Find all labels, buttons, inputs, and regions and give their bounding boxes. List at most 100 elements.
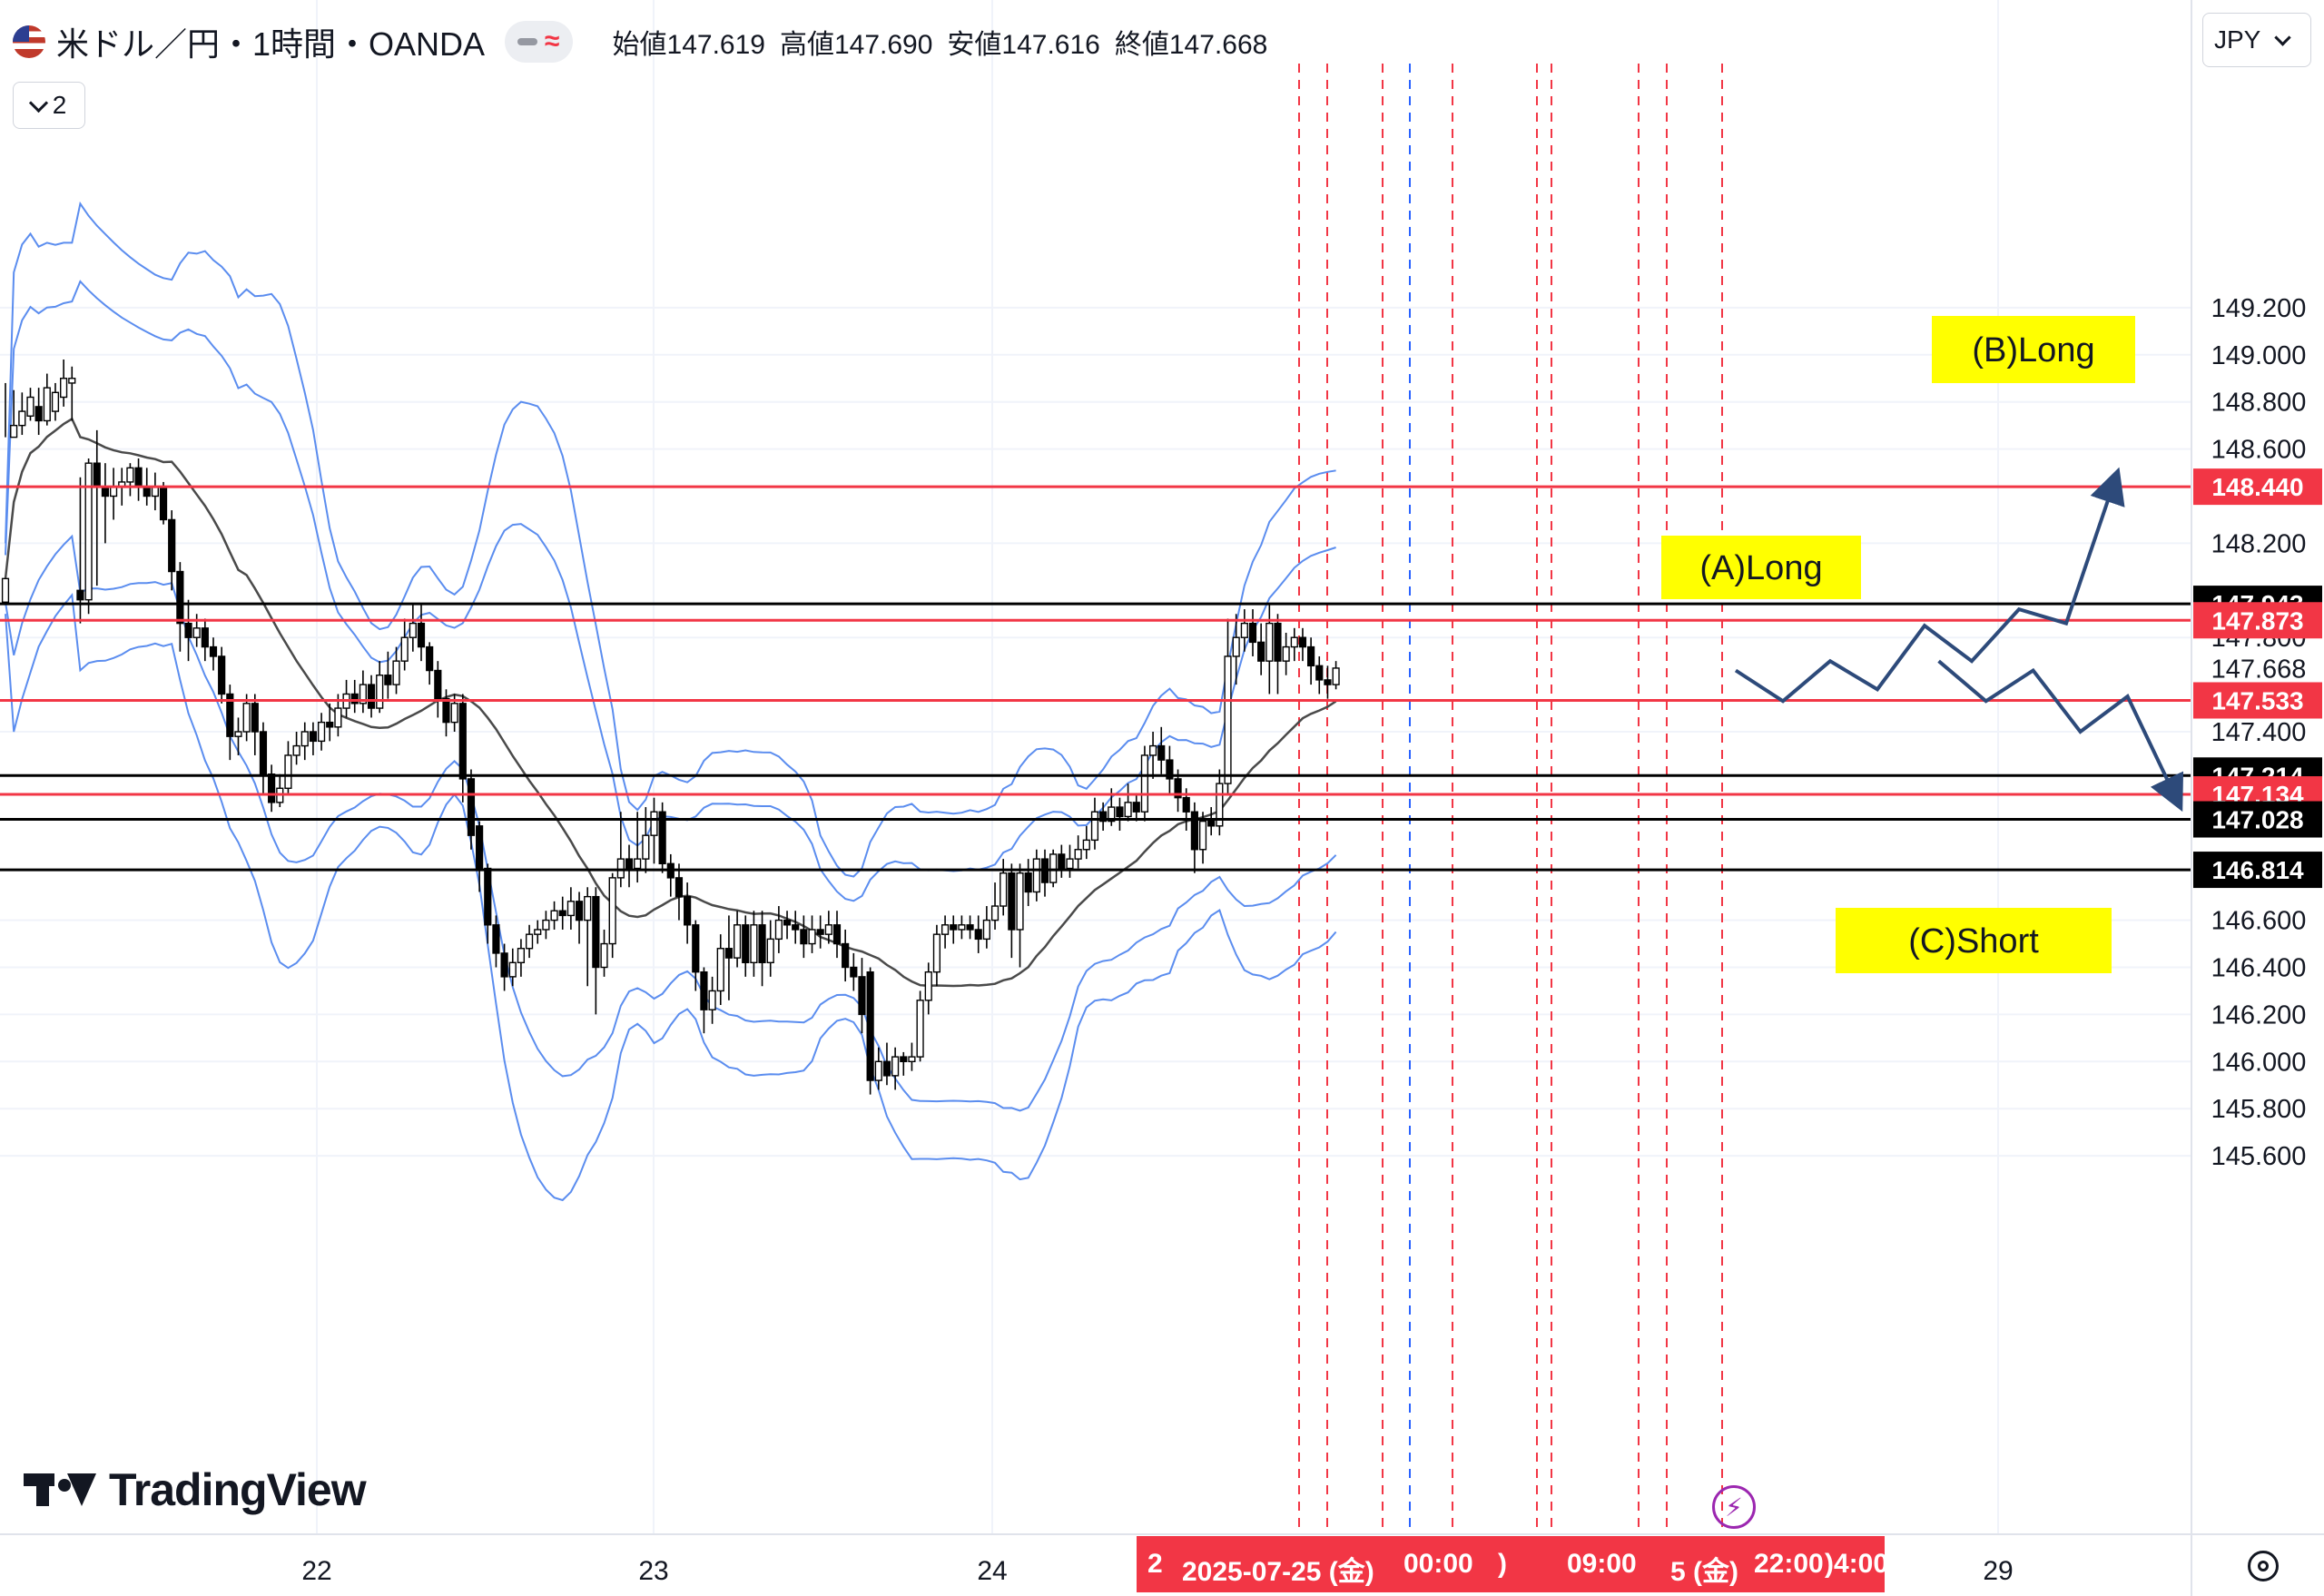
candle	[966, 915, 974, 940]
candle-body-down	[783, 919, 792, 926]
candle	[259, 722, 268, 793]
level-tag-147.028	[2193, 801, 2322, 838]
candle-body-up	[642, 834, 650, 860]
candle-body-up	[1198, 820, 1207, 851]
candle-body-up	[1282, 645, 1290, 662]
time-axis[interactable]: 22 23 24 29	[301, 1556, 2013, 1586]
candle	[800, 915, 808, 959]
lightning-icon[interactable]: ⚡	[1712, 1485, 1756, 1529]
candle	[1074, 835, 1082, 869]
candle	[700, 967, 708, 1034]
candle	[392, 646, 400, 695]
candle-body-down	[900, 1056, 908, 1062]
tradingview-wordmark: TradingView	[109, 1464, 367, 1515]
candle-body-up	[51, 391, 60, 412]
currency-select[interactable]: JPY	[2202, 13, 2311, 67]
minus-icon	[517, 38, 538, 45]
ohlc-low: 安値147.616	[947, 30, 1100, 60]
candle	[1066, 844, 1074, 878]
indicators-collapse-button[interactable]: 2	[13, 82, 85, 129]
candle-body-down	[367, 684, 376, 709]
forecast-path-C	[1937, 659, 2184, 813]
candle-body-up	[808, 929, 816, 945]
candle	[742, 915, 750, 977]
candle-body-down	[974, 929, 982, 941]
candle	[284, 741, 292, 793]
candle	[882, 1042, 891, 1086]
candle	[268, 764, 276, 813]
candle	[384, 651, 392, 699]
candle-body-up	[550, 910, 558, 921]
candle-body-down	[842, 942, 850, 969]
candle	[226, 685, 234, 761]
candle	[1032, 849, 1040, 901]
candle	[409, 604, 417, 652]
level-tag-147.873	[2193, 602, 2322, 639]
candle-body-down	[442, 697, 450, 724]
candle-body-down	[692, 924, 700, 973]
candle-body-down	[1307, 645, 1315, 667]
indicator-toggle[interactable]: ≈	[505, 21, 573, 63]
candle	[1207, 807, 1216, 836]
candle	[458, 694, 467, 803]
candle-body-down	[1157, 744, 1166, 761]
candle	[866, 967, 874, 1095]
level-tag-147.533	[2193, 682, 2322, 719]
candle-body-up	[1240, 622, 1248, 638]
level-tag-label: 147.028	[2211, 806, 2303, 834]
candle	[1265, 604, 1274, 695]
candle-body-down	[458, 703, 467, 780]
candle	[60, 359, 68, 407]
grid	[0, 0, 2191, 1534]
tl-fragment: 5 (金)	[1670, 1557, 1738, 1587]
candle-body-down	[1116, 806, 1124, 818]
candle	[832, 911, 842, 959]
candle	[400, 618, 409, 671]
settings-gear-icon[interactable]	[2248, 1551, 2279, 1581]
candle	[1332, 661, 1340, 690]
y-tick-label: 146.400	[2211, 954, 2307, 983]
candle-body-down	[350, 693, 359, 704]
candle	[1166, 745, 1174, 793]
price-axis[interactable]: 149.200 149.000 148.800 148.600 148.200 147.8…	[2211, 294, 2307, 1171]
candle-body-up	[84, 462, 93, 601]
candle	[292, 732, 300, 765]
candle-body-up	[924, 970, 932, 1001]
candle-body-down	[850, 966, 858, 978]
tradingview-logo[interactable]: TradingView	[24, 1463, 367, 1516]
x-tick-label: 29	[1983, 1556, 2013, 1586]
candle-body-down	[1298, 636, 1307, 648]
candle	[476, 821, 484, 892]
candle-body-down	[882, 1060, 891, 1077]
candle-body-down	[1248, 622, 1257, 644]
candle	[359, 670, 367, 714]
symbol-title[interactable]: 米ドル／円・1時間・OANDA	[56, 25, 486, 63]
y-tick-label: 148.600	[2211, 436, 2307, 465]
candle	[650, 797, 658, 864]
candle-body-up	[534, 929, 542, 935]
candle	[76, 477, 84, 624]
candle-body-down	[1058, 853, 1066, 870]
candle-body-down	[1182, 796, 1190, 813]
candle	[242, 694, 251, 742]
candle-body-up	[68, 378, 76, 384]
candle-body-down	[93, 462, 101, 488]
candle-body-up	[18, 410, 26, 427]
candle	[932, 924, 941, 987]
annotation-label: (B)Long	[1972, 331, 2094, 369]
candle	[924, 962, 932, 1015]
tl-fragment: )	[1498, 1549, 1507, 1579]
candle-body-up	[542, 919, 550, 931]
candle	[874, 1047, 882, 1090]
candle-body-down	[309, 731, 318, 743]
candle	[575, 892, 584, 944]
candle-body-up	[908, 1056, 916, 1062]
candle-body-down	[1174, 778, 1182, 799]
candle-body-down	[1024, 872, 1032, 893]
last-price-label: 147.668	[2211, 655, 2307, 684]
candle-body-up	[234, 731, 242, 737]
horizontal-levels[interactable]	[0, 485, 2191, 872]
y-tick-label: 145.600	[2211, 1142, 2307, 1171]
candle	[43, 373, 51, 426]
